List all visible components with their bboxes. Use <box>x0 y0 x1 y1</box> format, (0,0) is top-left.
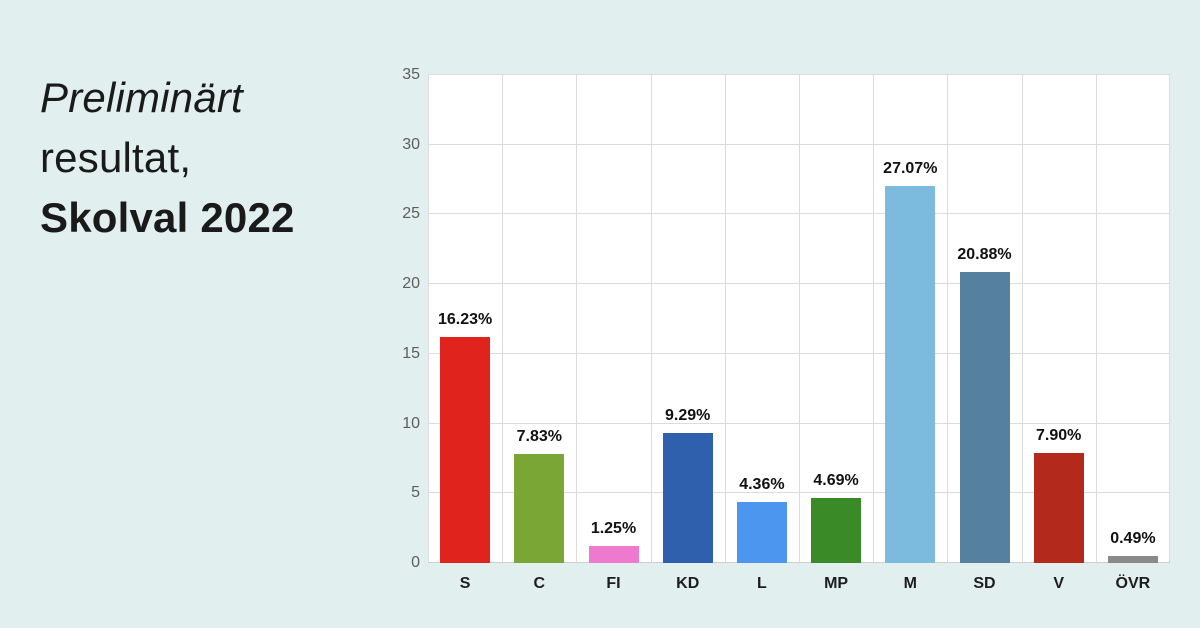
x-tick-label: C <box>533 575 546 592</box>
y-tick-label: 20 <box>402 275 420 293</box>
bar-MP <box>811 497 862 563</box>
bar-L <box>736 502 787 563</box>
gridline-vertical <box>947 75 948 563</box>
bar-FI <box>588 545 639 563</box>
gridline-vertical <box>725 75 726 563</box>
gridline-horizontal <box>428 74 1170 75</box>
gridline-vertical <box>1022 75 1023 563</box>
y-tick-label: 10 <box>402 414 420 432</box>
y-tick-label: 30 <box>402 135 420 153</box>
x-tick-label: S <box>459 575 471 592</box>
bar-value-label: 4.36% <box>739 476 785 494</box>
gridline-vertical <box>576 75 577 563</box>
x-tick-label: M <box>903 575 917 592</box>
gridline-vertical <box>873 75 874 563</box>
x-tick-label: MP <box>824 575 849 592</box>
bar-C <box>514 453 565 563</box>
gridline-vertical <box>799 75 800 563</box>
x-tick-label: KD <box>676 575 700 592</box>
bar-value-label: 20.88% <box>957 245 1012 263</box>
bar-value-label: 1.25% <box>590 519 637 537</box>
bar-value-label: 27.07% <box>883 159 938 177</box>
y-tick-label: 0 <box>411 554 420 571</box>
bar-value-label: 7.83% <box>516 427 562 445</box>
gridline-vertical <box>428 75 429 563</box>
x-tick-label: L <box>757 575 767 592</box>
gridline-vertical <box>1096 75 1097 563</box>
y-tick-label: 35 <box>402 66 420 83</box>
bar-S <box>440 336 491 563</box>
chart-title: Preliminärt resultat, Skolval 2022 <box>40 68 295 248</box>
bar-V <box>1033 452 1084 563</box>
gridline-vertical <box>651 75 652 563</box>
bar-KD <box>662 433 713 563</box>
gridline-vertical <box>1169 75 1170 563</box>
bar-value-label: 0.49% <box>1110 530 1156 548</box>
title-line-2: resultat, <box>40 134 192 181</box>
x-tick-label: ÖVR <box>1115 575 1151 592</box>
plot-area: 16.23% 7.83% 1.25% 9.29% 4.36% 4.69% 27.07% 20.… <box>428 74 1170 563</box>
bar-value-label: 7.90% <box>1036 426 1082 444</box>
bar-SD <box>959 271 1010 563</box>
bar-value-label: 9.29% <box>665 407 711 425</box>
x-tick-label: SD <box>973 575 996 592</box>
title-line-3: Skolval 2022 <box>40 194 295 241</box>
bar-value-label: 16.23% <box>437 310 493 328</box>
x-axis-line <box>428 562 1170 563</box>
bar-M <box>885 185 936 563</box>
bar-ÖVR <box>1107 556 1158 563</box>
y-tick-label: 5 <box>411 484 420 502</box>
x-tick-label: FI <box>606 575 621 592</box>
bar-value-label: 4.69% <box>813 471 859 489</box>
gridline-vertical <box>502 75 503 563</box>
y-tick-label: 15 <box>402 344 420 362</box>
x-tick-label: V <box>1053 575 1065 592</box>
y-tick-label: 25 <box>402 205 420 223</box>
title-line-1: Preliminärt <box>40 74 243 121</box>
